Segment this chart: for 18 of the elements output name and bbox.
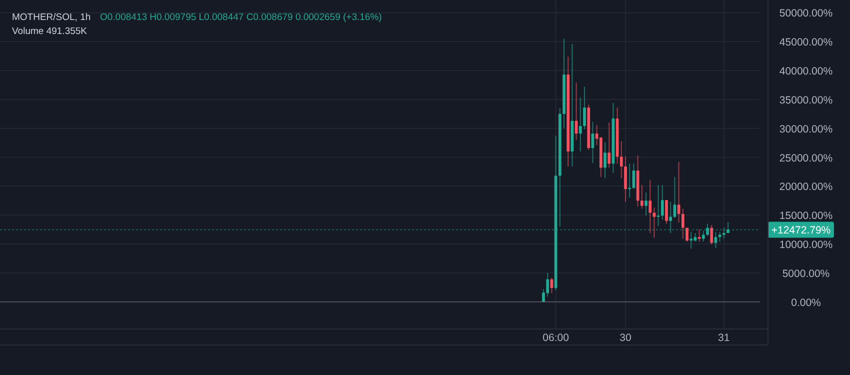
y-tick-label: 5000.00% [782, 268, 830, 280]
y-tick-label: 45000.00% [779, 36, 833, 49]
y-tick-label: 35000.00% [779, 94, 833, 106]
y-tick-label: 20000.00% [779, 181, 833, 194]
y-tick-label: 10000.00% [779, 239, 833, 252]
y-tick-label: 50000.00% [779, 8, 833, 20]
x-tick-label: 06:00 [542, 332, 570, 344]
ref-line-label: +12472.79% [771, 224, 831, 237]
y-tick-label: 0.00% [791, 296, 821, 309]
y-tick-label: 30000.00% [779, 123, 833, 136]
y-tick-label: 25000.00% [779, 152, 833, 164]
text: MOTHER/SOL, 1h [12, 12, 91, 23]
y-tick-label: 15000.00% [779, 210, 833, 222]
x-tick-label: 31 [718, 332, 730, 344]
x-tick-label: 30 [620, 332, 632, 344]
text: O0.008413 H0.009795 L0.008447 C0.008679 0.0002659 (+3.16%) [100, 12, 382, 23]
text: Volume 491.355K [12, 26, 88, 37]
y-tick-label: 40000.00% [779, 66, 833, 78]
